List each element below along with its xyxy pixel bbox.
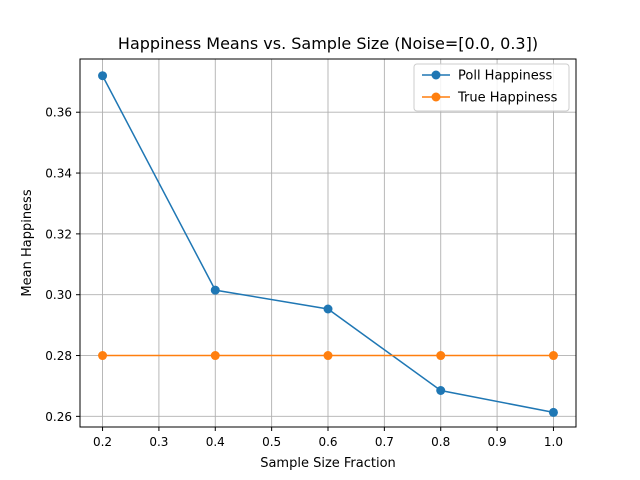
x-tick-label: 0.9: [488, 435, 507, 449]
x-tick-label: 0.4: [206, 435, 225, 449]
x-tick-label: 0.5: [262, 435, 281, 449]
x-tick-label: 0.2: [93, 435, 112, 449]
y-tick-label: 0.34: [45, 167, 72, 181]
x-tick-label: 0.3: [149, 435, 168, 449]
y-tick-label: 0.28: [45, 349, 72, 363]
series-2-point: [210, 351, 220, 361]
chart-title: Happiness Means vs. Sample Size (Noise=[…: [118, 34, 538, 53]
legend: Poll Happiness True Happiness: [413, 63, 570, 112]
x-tick-label: 1.0: [544, 435, 563, 449]
series-1-point: [323, 304, 333, 314]
legend-box: [413, 63, 570, 112]
series-2-point: [323, 351, 333, 361]
y-tick-label: 0.32: [45, 227, 72, 241]
plot-series: [98, 71, 558, 417]
series-2-point: [98, 351, 108, 361]
axis-ticks: 0.2 0.3 0.4 0.5 0.6 0.7 0.8 0.9 1.0 0.26 0.28 0.30 0…: [45, 106, 563, 449]
legend-swatch-marker: [431, 70, 441, 80]
x-tick-label: 0.6: [318, 435, 337, 449]
y-axis-label: Mean Happiness: [20, 189, 35, 296]
y-tick-label: 0.36: [45, 106, 72, 120]
y-tick-label: 0.30: [45, 288, 72, 302]
x-axis-label: Sample Size Fraction: [260, 456, 396, 471]
series-1-point: [436, 386, 446, 396]
series-1-point: [548, 407, 558, 417]
legend-label: True Happiness: [457, 91, 558, 106]
series-1-point: [210, 285, 220, 295]
series-2-point: [548, 351, 558, 361]
x-tick-label: 0.7: [375, 435, 394, 449]
series-2-point: [436, 351, 446, 361]
legend-swatch-marker: [431, 92, 441, 102]
grid: [80, 59, 576, 427]
y-tick-label: 0.26: [45, 410, 72, 424]
legend-label: Poll Happiness: [458, 69, 553, 84]
x-tick-label: 0.8: [431, 435, 450, 449]
series-1-point: [98, 71, 108, 81]
